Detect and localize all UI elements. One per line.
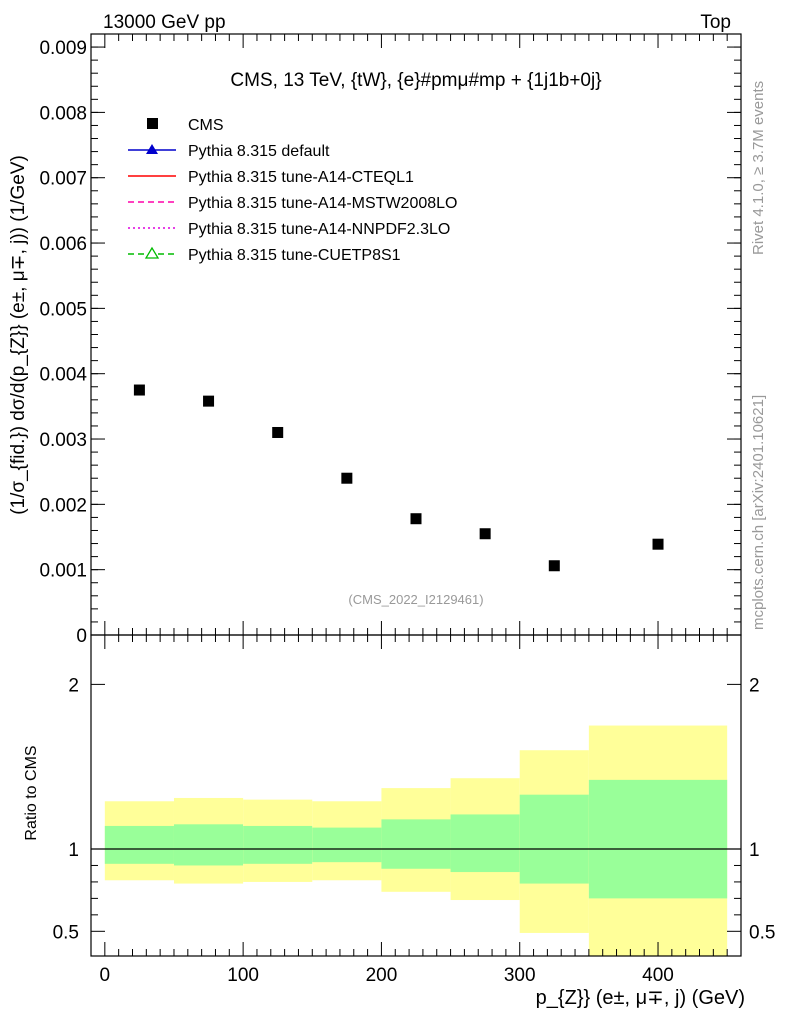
legend-label: Pythia 8.315 tune-A14-MSTW2008LO: [188, 195, 457, 212]
cms-data-point: [652, 538, 664, 550]
main-ytick-label: 0.007: [39, 169, 87, 190]
main-ytick-label: 0.002: [39, 495, 87, 516]
main-ytick-label: 0.006: [39, 234, 87, 255]
ratio-y-axis-label: Ratio to CMS: [23, 745, 40, 840]
main-ytick-label: 0.003: [39, 430, 87, 451]
ratio-ytick-label-right: 0.5: [749, 922, 775, 943]
legend: CMS Pythia 8.315 default Pythia 8.315 tune…: [128, 117, 457, 264]
ratio-frame: [90, 634, 742, 957]
legend-open-triangle-marker: [144, 246, 160, 259]
legend-triangle-marker: [146, 144, 158, 154]
cms-data-point: [479, 528, 491, 540]
legend-marker-square: [147, 118, 158, 129]
x-tick-label: 200: [366, 965, 398, 986]
ratio-ytick-label-right: 1: [749, 840, 760, 861]
main-panel: 0 0.001 0.002 0.003 0.004 0.005 0.006 0.007 0.00…: [39, 33, 742, 647]
ratio-green-band: [312, 827, 382, 863]
ratio-green-band: [519, 794, 589, 884]
beam-label: 13000 GeV pp: [103, 12, 226, 33]
ratio-ytick-label-left: 1: [68, 840, 79, 861]
rivet-version-label: Rivet 4.1.0, ≥ 3.7M events: [750, 81, 767, 255]
analysis-id-watermark: (CMS_2022_I2129461): [348, 592, 483, 607]
cms-data-point: [272, 426, 284, 438]
ratio-ytick-label-left: 2: [68, 675, 79, 696]
main-ytick-label: 0.009: [39, 38, 87, 59]
legend-label: Pythia 8.315 tune-A14-NNPDF2.3LO: [188, 221, 450, 238]
legend-item: Pythia 8.315 tune-A14-CTEQL1: [128, 169, 414, 186]
plot-title: CMS, 13 TeV, {tW}, {e}#pmμ#mp + {1j1b+0j…: [230, 70, 601, 91]
cms-data-point: [341, 472, 353, 484]
process-label: Top: [700, 12, 731, 33]
ratio-green-band: [243, 825, 313, 864]
cms-data-point: [203, 395, 215, 407]
cms-data-point: [410, 513, 422, 525]
cms-data-point: [548, 560, 560, 572]
main-ytick-label: 0.008: [39, 103, 87, 124]
ratio-panel: [91, 725, 741, 956]
ratio-green-band: [381, 819, 451, 869]
x-tick-label: 300: [504, 965, 536, 986]
legend-item: Pythia 8.315 tune-A14-MSTW2008LO: [128, 195, 457, 212]
legend-item: Pythia 8.315 tune-A14-NNPDF2.3LO: [128, 221, 450, 238]
x-tick-label: 100: [227, 965, 259, 986]
cms-data-point: [133, 384, 145, 396]
main-ytick-label: 0.001: [39, 561, 87, 582]
x-tick-label: 400: [642, 965, 674, 986]
x-tick-label: 0: [100, 965, 111, 986]
x-axis-label: p_{Z}} (e±, μ∓, j) (GeV): [536, 987, 745, 1009]
ratio-green-band: [104, 825, 174, 864]
legend-item: Pythia 8.315 tune-CUETP8S1: [128, 246, 401, 264]
ratio-green-band: [588, 779, 728, 899]
ratio-ytick-label-left: 0.5: [53, 922, 79, 943]
main-y-axis-label: (1/σ_{fid.}) dσ/d(p_{Z}} (e±, μ∓, j)) (1…: [8, 155, 29, 515]
main-data-layer: [133, 384, 664, 572]
main-ytick-label: 0: [76, 626, 87, 647]
legend-label: Pythia 8.315 tune-A14-CTEQL1: [188, 169, 414, 186]
ratio-ytick-label-right: 2: [749, 675, 760, 696]
legend-item: CMS: [147, 117, 224, 134]
mcplots-label: mcplots.cern.ch [arXiv:2401.10621]: [750, 395, 767, 630]
legend-item: Pythia 8.315 default: [128, 143, 330, 160]
ratio-green-band: [450, 814, 520, 873]
ratio-green-band: [173, 824, 244, 866]
main-ytick-label: 0.005: [39, 299, 87, 320]
main-ytick-label: 0.004: [39, 365, 87, 386]
legend-label: Pythia 8.315 default: [188, 143, 330, 160]
ratio-axes: 0.5 0.5 1 1 2 2 0 100 200 300 400: [53, 634, 775, 986]
legend-label: Pythia 8.315 tune-CUETP8S1: [188, 247, 401, 264]
legend-label: CMS: [188, 117, 224, 134]
